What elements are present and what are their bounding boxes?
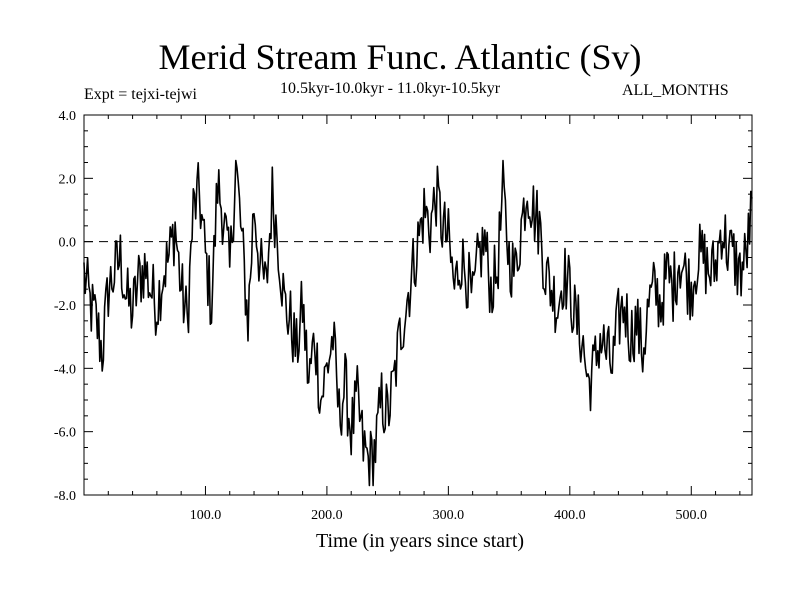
x-tick-label: 500.0 [676, 508, 708, 523]
x-tick-label: 100.0 [190, 508, 222, 523]
x-tick-label: 300.0 [433, 508, 465, 523]
x-tick-label: 400.0 [554, 508, 586, 523]
series-line [83, 159, 753, 487]
y-tick-label: 0.0 [59, 236, 77, 251]
period-label: 10.5kyr-10.0kyr - 11.0kyr-10.5kyr [280, 80, 501, 97]
y-tick-label: -8.0 [54, 489, 76, 504]
y-tick-label: 2.0 [59, 172, 77, 187]
x-axis: 100.0 200.0 300.0 400.0 500.0 [107, 115, 741, 523]
x-axis-label: Time (in years since start) [315, 530, 525, 552]
y-tick-label: -2.0 [54, 299, 76, 314]
y-tick-label: -4.0 [54, 362, 76, 377]
y-tick-label: 4.0 [59, 109, 77, 124]
expt-label: Expt = tejxi-tejwi [84, 86, 197, 103]
x-tick-label: 200.0 [311, 508, 343, 523]
chart-title: Merid Stream Func. Atlantic (Sv) [158, 37, 642, 77]
months-label: ALL_MONTHS [622, 82, 729, 99]
y-tick-label: -6.0 [54, 426, 76, 441]
